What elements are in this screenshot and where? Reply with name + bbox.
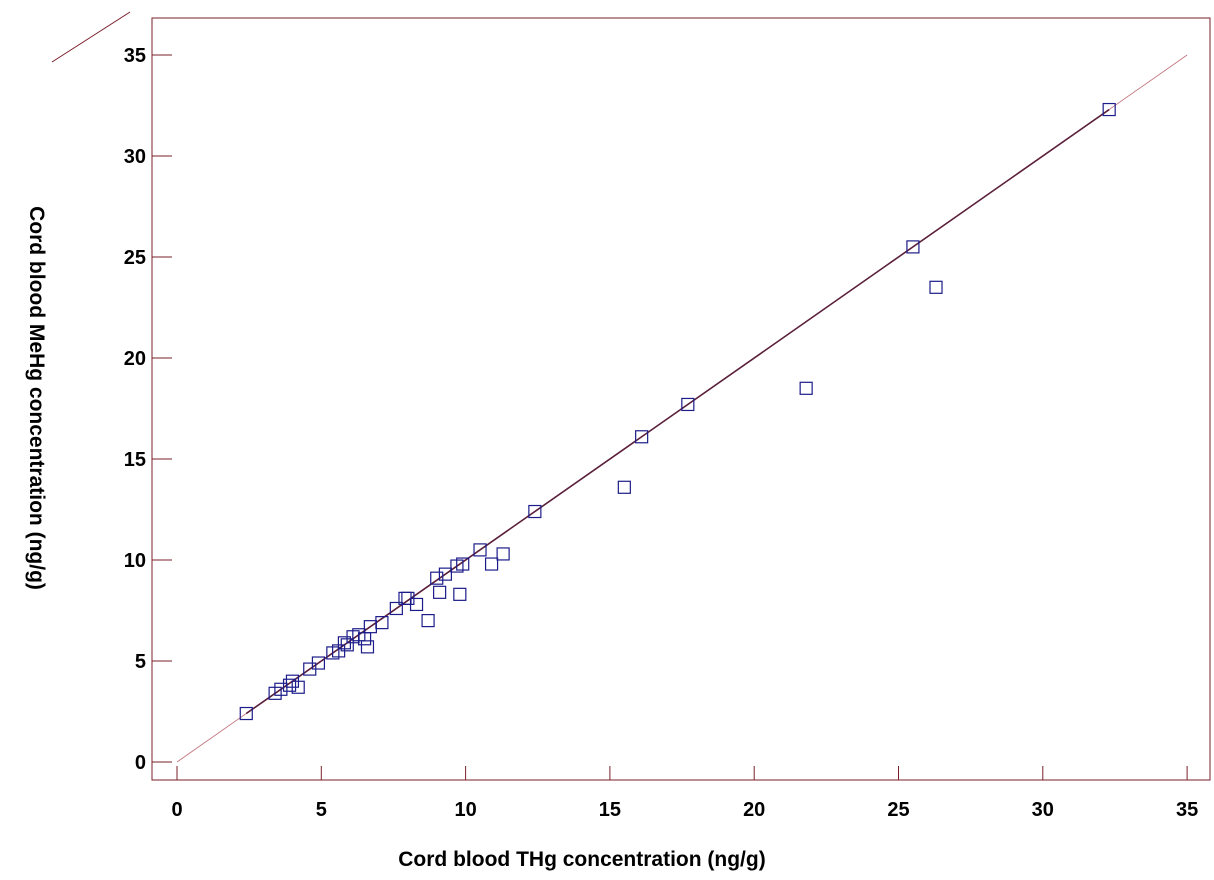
data-point [430, 571, 444, 585]
data-point [453, 587, 467, 601]
data-point [456, 557, 470, 571]
x-tick-label: 35 [1176, 799, 1198, 821]
x-tick-label: 10 [454, 799, 476, 821]
y-tick-label: 30 [124, 146, 146, 168]
y-axis-title: Cord blood MeHg concentration (ng/g) [25, 206, 48, 590]
data-point [617, 480, 631, 494]
data-point [473, 543, 487, 557]
x-axis-title: Cord blood THg concentration (ng/g) [398, 848, 765, 871]
x-tick-label: 20 [743, 799, 765, 821]
data-point [375, 616, 389, 630]
data-point [311, 656, 326, 670]
data-point [239, 706, 253, 721]
data-point [389, 601, 403, 616]
x-tick-label: 5 [316, 799, 327, 821]
plot-frame [151, 17, 1211, 781]
data-point [291, 680, 305, 694]
data-point [274, 682, 288, 696]
y-tick-label: 0 [135, 752, 146, 774]
data-point [360, 640, 375, 654]
data-point [282, 678, 297, 692]
data-point [929, 280, 943, 294]
x-tick-label: 15 [599, 799, 621, 821]
data-point [496, 547, 510, 561]
y-tick-label: 5 [135, 651, 146, 673]
x-tick-label: 0 [171, 799, 182, 821]
x-tick-label: 30 [1032, 799, 1054, 821]
data-point [409, 597, 424, 612]
data-point [799, 381, 813, 395]
x-tick-label: 25 [887, 799, 909, 821]
data-point [681, 397, 695, 412]
axis-ticks [152, 54, 1188, 780]
data-point [438, 567, 452, 581]
axis-tick-labels: 0 5 10 15 20 25 30 35 0 5 10 15 20 25 30 35 [124, 45, 1198, 821]
y-tick-label: 25 [124, 247, 146, 269]
y-tick-label: 20 [124, 348, 146, 370]
data-point [484, 557, 499, 571]
data-point [421, 613, 435, 628]
data-points [239, 102, 1116, 721]
data-point [1102, 102, 1116, 117]
data-point [635, 430, 649, 444]
data-point [528, 504, 542, 519]
y-tick-label: 35 [124, 45, 146, 67]
data-point [906, 240, 920, 254]
corner-stroke [51, 11, 131, 63]
data-point [433, 585, 447, 599]
y-tick-label: 10 [124, 550, 146, 572]
y-tick-label: 15 [124, 449, 146, 471]
